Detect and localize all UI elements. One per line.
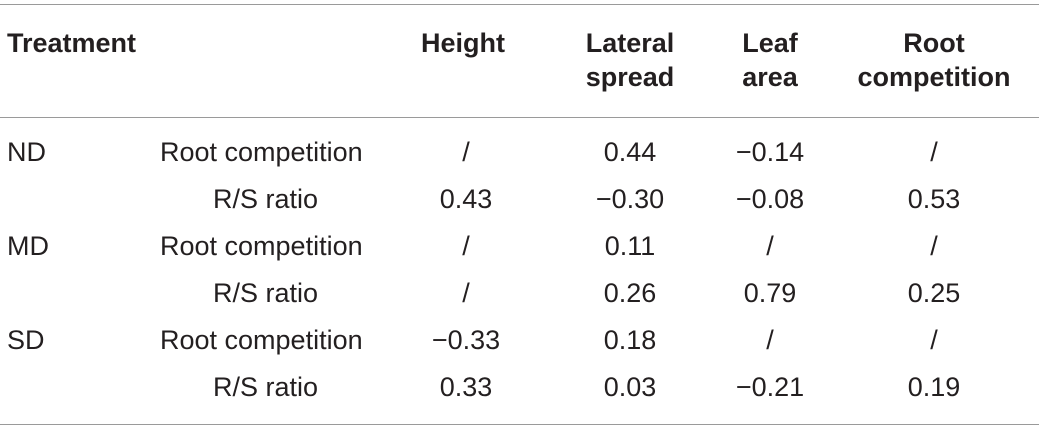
cell-root-competition: /: [930, 231, 938, 261]
cell-root-competition: /: [930, 325, 938, 355]
cell-height: /: [462, 278, 470, 308]
header-lateral-spread-line1: Lateral: [585, 28, 675, 58]
cell-height: −0.33: [431, 325, 501, 355]
row-variable: R/S ratio: [213, 278, 319, 308]
cell-height: 0.43: [439, 184, 493, 214]
cell-leaf-area: /: [766, 231, 774, 261]
row-treatment: ND: [7, 137, 46, 167]
header-height: Height: [421, 28, 505, 58]
header-leaf-area: Leaf area: [715, 26, 825, 94]
bottom-rule: [0, 424, 1039, 425]
row-variable: R/S ratio: [213, 372, 319, 402]
cell-lateral-spread: 0.03: [603, 372, 657, 402]
row-treatment: MD: [7, 231, 49, 261]
header-leaf-area-line2: area: [742, 62, 798, 92]
cell-leaf-area: −0.14: [735, 137, 805, 167]
cell-height: /: [462, 231, 470, 261]
header-root-competition-line2: competition: [857, 62, 1011, 92]
cell-root-competition: 0.53: [907, 184, 961, 214]
top-rule: [0, 4, 1039, 5]
cell-height: 0.33: [439, 372, 493, 402]
cell-leaf-area: 0.79: [743, 278, 797, 308]
cell-lateral-spread: 0.26: [603, 278, 657, 308]
cell-lateral-spread: −0.30: [595, 184, 665, 214]
header-treatment: Treatment: [7, 28, 137, 58]
cell-height: /: [462, 137, 470, 167]
row-variable: R/S ratio: [213, 184, 319, 214]
row-variable: Root competition: [160, 137, 363, 167]
header-leaf-area-line1: Leaf: [742, 28, 798, 58]
cell-root-competition: 0.25: [907, 278, 961, 308]
cell-leaf-area: /: [766, 325, 774, 355]
header-lateral-spread-line2: spread: [585, 62, 675, 92]
row-variable: Root competition: [160, 325, 363, 355]
row-treatment: SD: [7, 325, 45, 355]
header-root-competition: Root competition: [849, 26, 1019, 94]
cell-leaf-area: −0.08: [735, 184, 805, 214]
cell-leaf-area: −0.21: [735, 372, 805, 402]
cell-lateral-spread: 0.18: [603, 325, 657, 355]
header-rule: [0, 117, 1039, 118]
row-variable: Root competition: [160, 231, 363, 261]
cell-root-competition: /: [930, 137, 938, 167]
cell-lateral-spread: 0.44: [603, 137, 657, 167]
cell-lateral-spread: 0.11: [604, 231, 656, 261]
header-lateral-spread: Lateral spread: [560, 26, 700, 94]
header-root-competition-line1: Root: [903, 28, 965, 58]
cell-root-competition: 0.19: [907, 372, 961, 402]
